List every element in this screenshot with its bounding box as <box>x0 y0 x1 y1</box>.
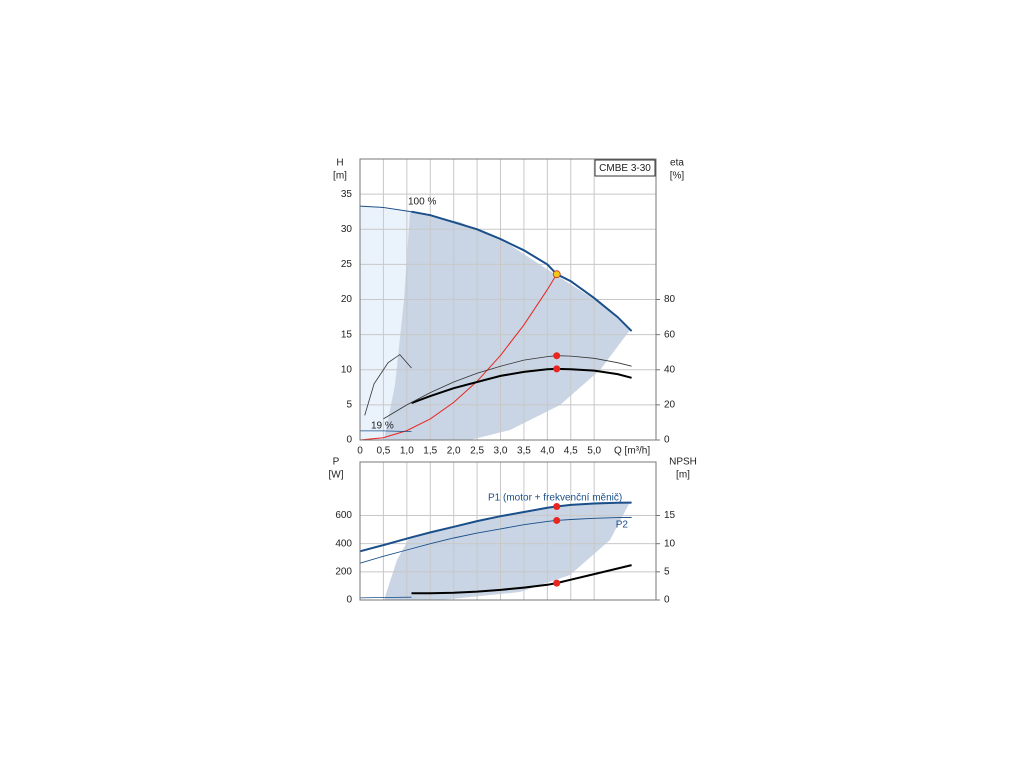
series-label: P1 (motor + frekvenční měnič) <box>488 493 622 504</box>
y-tick-label: 20 <box>341 294 353 305</box>
curve <box>359 517 632 564</box>
curve <box>411 367 632 405</box>
y-tick-label: 10 <box>341 364 353 375</box>
y-tick-label: 25 <box>341 259 353 270</box>
operating-region <box>384 212 630 440</box>
y-tick-label: 15 <box>341 329 353 340</box>
y-tick-label: 0 <box>346 595 352 606</box>
y2-axis-label: NPSH <box>669 457 697 468</box>
y2-tick-label: 10 <box>664 538 676 549</box>
annotation: 100 % <box>408 197 436 208</box>
curve <box>359 273 558 441</box>
x-tick-label: 4,0 <box>540 446 554 457</box>
duty-point <box>552 270 561 279</box>
curve <box>360 430 412 432</box>
curve <box>359 596 412 599</box>
curve <box>364 354 412 416</box>
upper-frame <box>359 158 657 441</box>
y2-tick-label: 60 <box>664 329 676 340</box>
lower-frame <box>359 461 657 601</box>
curve <box>359 205 412 213</box>
y2-axis-unit: [m] <box>676 470 690 481</box>
title-box <box>594 159 656 177</box>
duty-point <box>553 352 561 360</box>
duty-point <box>553 579 561 587</box>
chart-title: CMBE 3-30 <box>599 163 651 174</box>
y-tick-label: 0 <box>346 435 352 446</box>
operating-region <box>384 502 630 600</box>
x-tick-label: 1,5 <box>423 446 437 457</box>
x-tick-label: 3,0 <box>494 446 508 457</box>
duty-point <box>553 365 561 373</box>
duty-point <box>553 516 561 524</box>
y-axis-unit: [m] <box>333 171 347 182</box>
y-tick-label: 200 <box>335 566 352 577</box>
x-tick-label: 3,5 <box>517 446 531 457</box>
y-tick-label: 5 <box>346 400 352 411</box>
y-tick-label: 400 <box>335 538 352 549</box>
x-tick-label: 0,5 <box>376 446 390 457</box>
y-axis-label: P <box>333 457 340 468</box>
x-tick-label: 0 <box>357 446 363 457</box>
curve <box>359 501 632 553</box>
duty-point <box>553 502 561 510</box>
y2-tick-label: 40 <box>664 364 676 375</box>
y-axis-unit: [W] <box>329 470 344 481</box>
curve <box>383 355 632 420</box>
y2-tick-label: 15 <box>664 510 676 521</box>
x-tick-label: 1,0 <box>400 446 414 457</box>
x-tick-label: 4,5 <box>564 446 578 457</box>
x-axis-label: Q [m³/h] <box>614 446 650 457</box>
y2-axis-label: eta <box>670 158 684 169</box>
curve <box>411 564 632 595</box>
y-tick-label: 35 <box>341 189 353 200</box>
series-label: P2 <box>616 520 629 531</box>
y2-tick-label: 20 <box>664 400 676 411</box>
y2-tick-label: 0 <box>664 435 670 446</box>
annotation: 19 % <box>371 421 394 432</box>
y-tick-label: 600 <box>335 510 352 521</box>
x-tick-label: 5,0 <box>587 446 601 457</box>
curve <box>411 210 633 332</box>
y2-tick-label: 5 <box>664 566 670 577</box>
x-tick-label: 2,0 <box>447 446 461 457</box>
y2-tick-label: 80 <box>664 294 676 305</box>
x-tick-label: 2,5 <box>470 446 484 457</box>
y-axis-label: H <box>336 158 343 169</box>
y2-tick-label: 0 <box>664 595 670 606</box>
y-tick-label: 30 <box>341 224 353 235</box>
y2-axis-unit: [%] <box>670 171 685 182</box>
